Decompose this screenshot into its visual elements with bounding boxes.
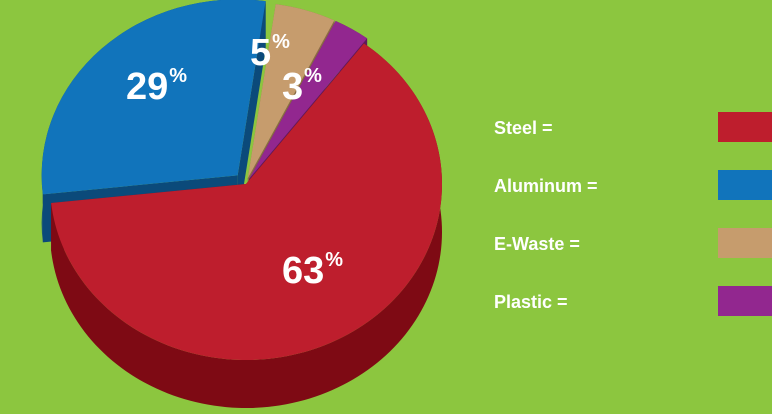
legend-label-aluminum: Aluminum = (494, 176, 598, 196)
legend-swatch-plastic (718, 286, 772, 316)
legend-item-e-waste: E-Waste = (494, 228, 772, 286)
legend-swatch-steel (718, 112, 772, 142)
slice-aluminum (41, 0, 266, 195)
slice-e-waste (247, 4, 335, 179)
slice-plastic (249, 20, 368, 179)
legend-item-aluminum: Aluminum = (494, 170, 772, 228)
legend-label-steel: Steel = (494, 118, 553, 138)
legend: Steel = Aluminum = E-Waste = Plastic = (494, 112, 772, 344)
legend-swatch-e-waste (718, 228, 772, 258)
legend-item-plastic: Plastic = (494, 286, 772, 344)
legend-label-plastic: Plastic = (494, 292, 568, 312)
slice-edge-aluminum-1 (237, 1, 266, 224)
legend-label-e-waste: E-Waste = (494, 234, 580, 254)
legend-swatch-aluminum (718, 170, 772, 200)
data-label-steel: 63% (282, 249, 344, 292)
slice-steel (51, 43, 442, 360)
data-label-plastic: 3% (282, 65, 322, 108)
legend-item-steel: Steel = (494, 112, 772, 170)
data-label-aluminum: 29% (126, 65, 188, 108)
data-label-e-waste: 5% (250, 31, 290, 74)
